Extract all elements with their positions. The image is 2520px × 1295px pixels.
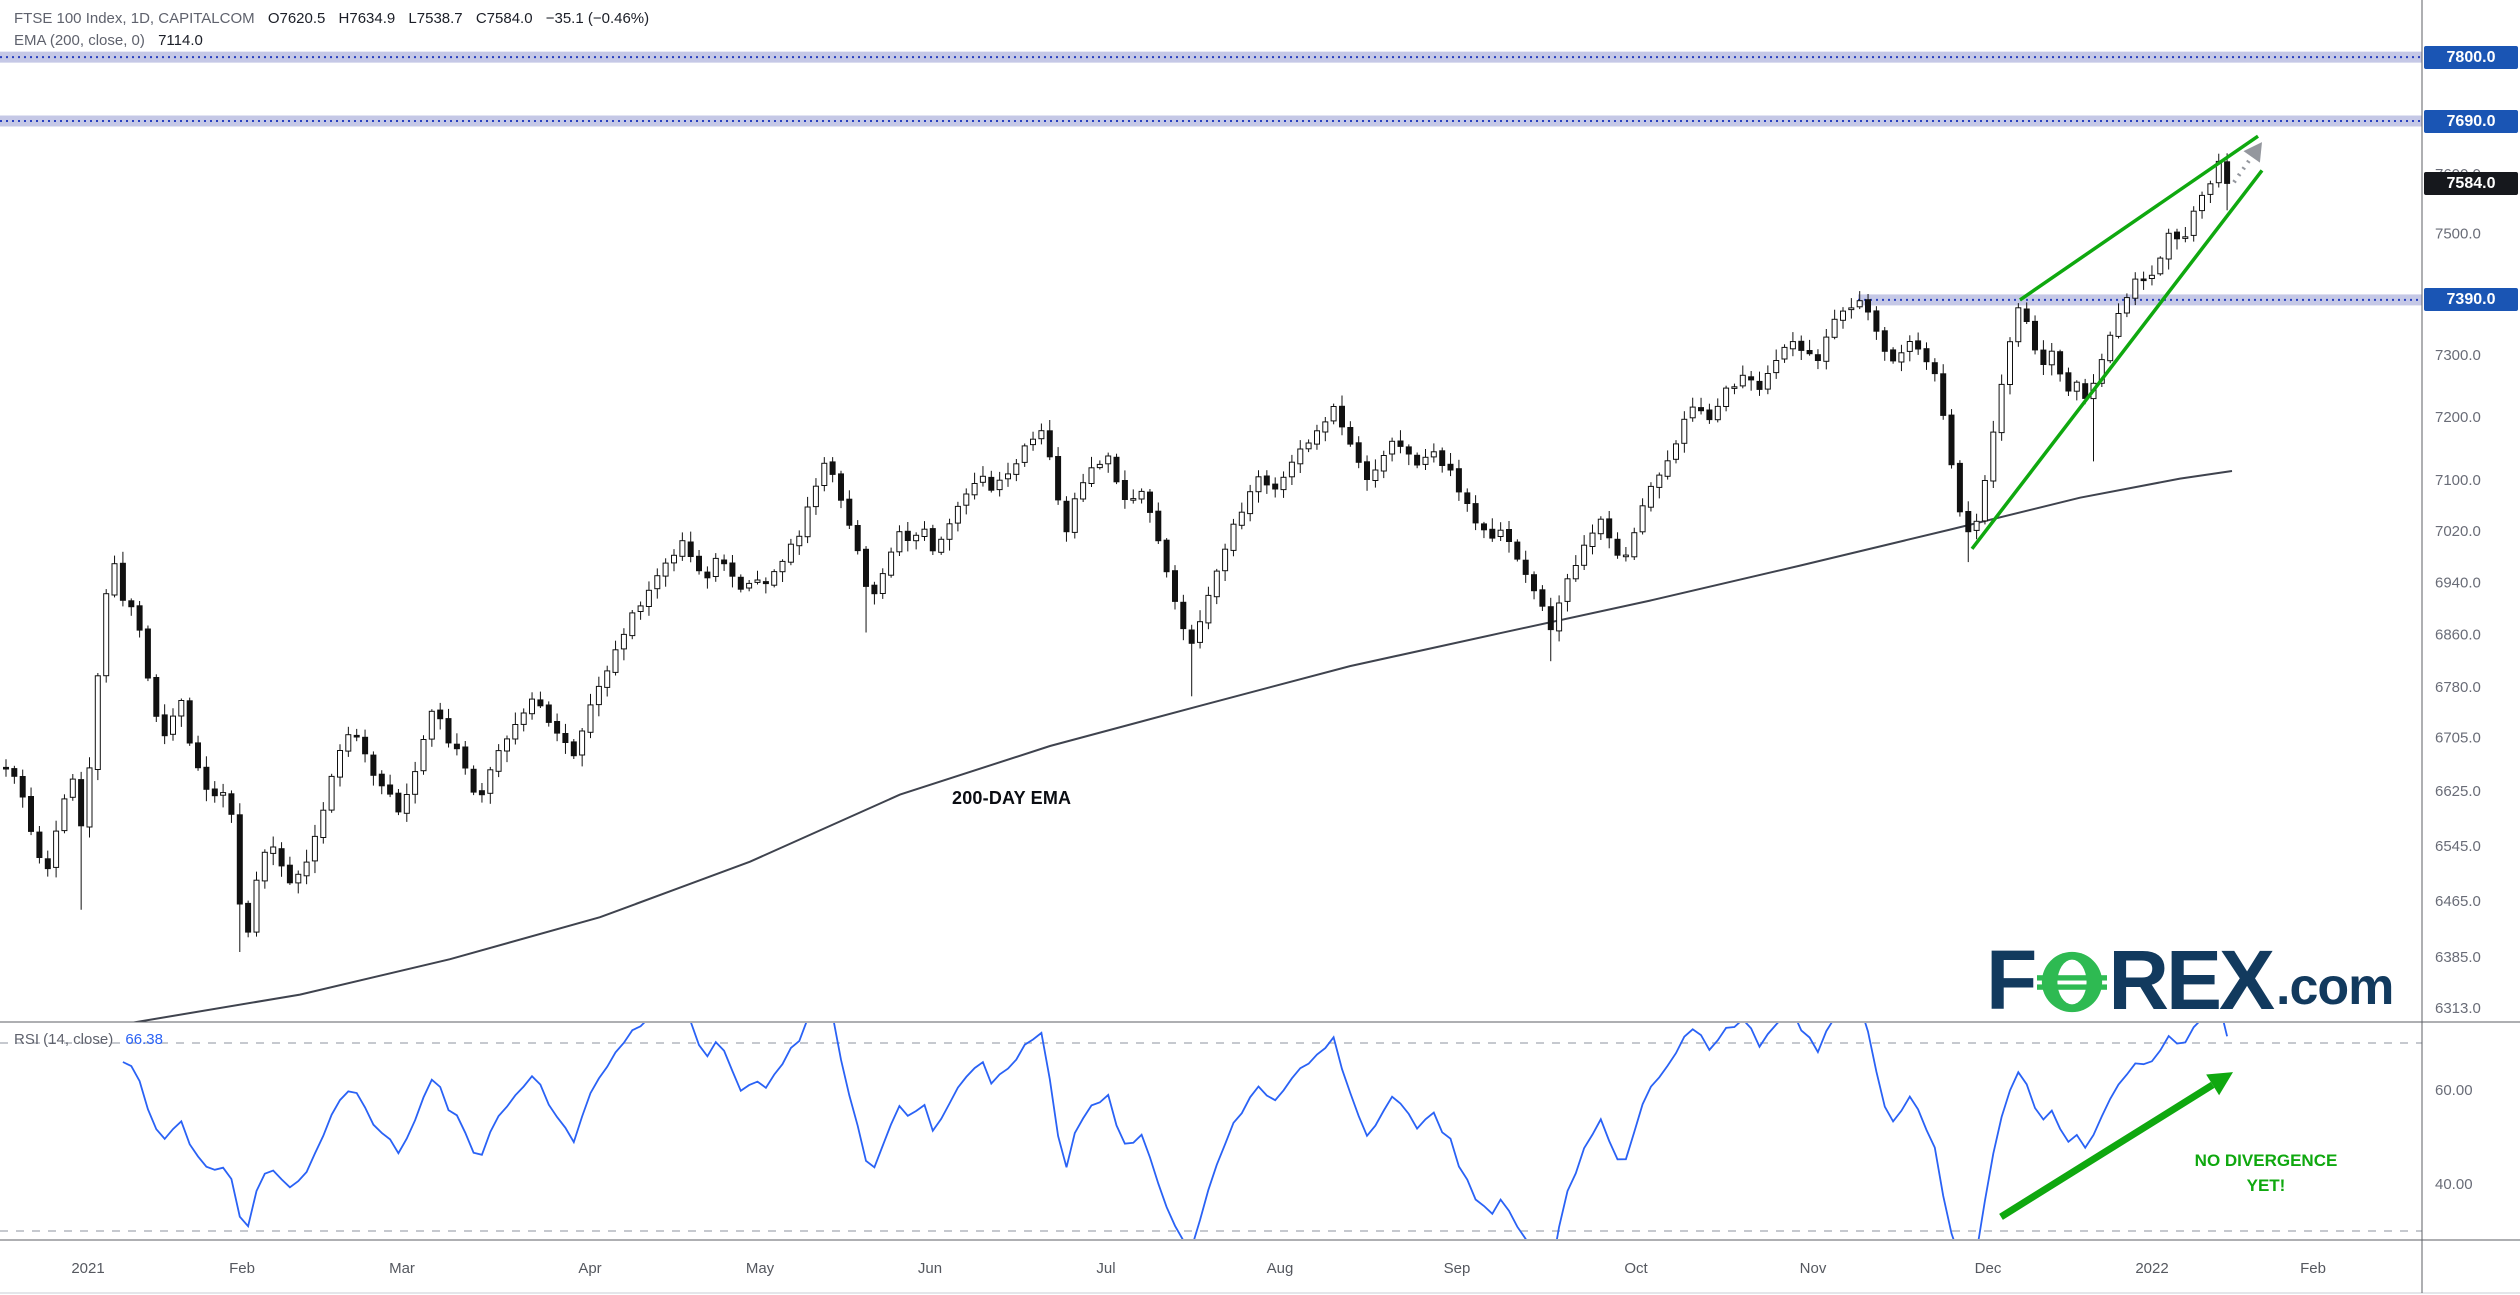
rsi-trend-arrow-head [2206,1072,2233,1096]
time-axis-label: Feb [2300,1260,2326,1277]
time-axis-label: Jun [918,1260,942,1277]
time-axis-label: Sep [1444,1260,1471,1277]
rsi-legend[interactable]: RSI (14, close) 66.38 [14,1031,163,1048]
logo-letter-f: F [1986,933,2037,1027]
price-axis-tick: 6940.0 [2435,574,2481,591]
projection-arrow[interactable] [2232,155,2254,184]
rsi-legend-label: RSI (14, close) [14,1031,114,1048]
time-axis-label: Feb [229,1260,255,1277]
forex-com-watermark: F REX .com [1986,933,2394,1027]
symbol-title: FTSE 100 Index, 1D, CAPITALCOM [14,10,255,27]
price-axis-tick: 6860.0 [2435,627,2481,644]
symbol-legend[interactable]: FTSE 100 Index, 1D, CAPITALCOM O7620.5 H… [14,8,649,52]
time-axis-label: Dec [1975,1260,2002,1277]
level-badge-7390[interactable]: 7390.0 [2424,288,2518,311]
time-axis-label: Oct [1624,1260,1648,1277]
rsi-axis-tick: 60.00 [2435,1082,2473,1099]
ema-200-line[interactable] [70,470,2233,1033]
ema-legend-label: EMA (200, close, 0) [14,32,145,49]
divergence-line1: NO DIVERGENCE [2194,1151,2338,1170]
price-axis-tick: 7500.0 [2435,226,2481,243]
candles-layer[interactable] [3,153,2231,952]
time-axis-label: Nov [1800,1260,1827,1277]
price-axis-tick: 6313.0 [2435,1000,2481,1017]
divergence-annotation-text[interactable]: NO DIVERGENCE YET! [2186,1148,2346,1198]
price-axis-tick: 7100.0 [2435,472,2481,489]
price-axis-tick: 6705.0 [2435,729,2481,746]
price-axis-tick: 7020.0 [2435,523,2481,540]
level-band-7690[interactable] [0,115,2422,127]
ohlc-change: −35.1 (−0.46%) [545,10,650,27]
price-axis-tick: 6545.0 [2435,838,2481,855]
time-axis-label: Mar [389,1260,415,1277]
ohlc-close: C7584.0 [475,10,533,27]
price-axis[interactable]: 7600.07500.07300.07200.07100.07020.06940… [2435,166,2481,1193]
time-axis-label: Aug [1267,1260,1294,1277]
level-badge-7690[interactable]: 7690.0 [2424,110,2518,133]
trendline-lower[interactable] [1970,169,2264,550]
level-badge-7800[interactable]: 7800.0 [2424,46,2518,69]
logo-letters-rex: REX [2108,933,2275,1027]
price-axis-tick: 7200.0 [2435,409,2481,426]
logo-suffix-com: .com [2276,958,2394,1016]
ohlc-high: H7634.9 [338,10,396,27]
time-axis[interactable]: 2021 Feb Mar Apr May Jun Jul Aug Sep Oct Nov Dec 202… [71,1260,2326,1277]
projection-arrow-head [2243,142,2262,163]
rsi-legend-value: 66.38 [125,1031,163,1048]
level-band-7800[interactable] [0,51,2422,63]
price-axis-tick: 6385.0 [2435,949,2481,966]
ema-annotation-text[interactable]: 200-DAY EMA [952,788,1072,808]
forex-logo-o-icon [2037,950,2108,1014]
rsi-pane[interactable] [0,994,2422,1274]
last-price-badge: 7584.0 [2424,172,2518,195]
rsi-trend-arrow[interactable] [1999,1081,2215,1220]
ohlc-low: L7538.7 [408,10,463,27]
trendline-upper[interactable] [2019,134,2259,302]
price-axis-tick: 6780.0 [2435,679,2481,696]
time-axis-label: 2021 [71,1260,104,1277]
ema-legend-value: 7114.0 [158,32,203,49]
price-axis-tick: 7300.0 [2435,347,2481,364]
rsi-axis-tick: 40.00 [2435,1176,2473,1193]
price-axis-tick: 6625.0 [2435,783,2481,800]
time-axis-label: Jul [1096,1260,1115,1277]
ohlc-open: O7620.5 [267,10,326,27]
time-axis-label: May [746,1260,775,1277]
price-axis-tick: 6465.0 [2435,893,2481,910]
price-pane[interactable] [0,51,2422,1033]
time-axis-label: Apr [578,1260,601,1277]
rsi-line[interactable] [122,994,2228,1274]
divergence-line2: YET! [2246,1176,2286,1195]
time-axis-label: 2022 [2135,1260,2168,1277]
